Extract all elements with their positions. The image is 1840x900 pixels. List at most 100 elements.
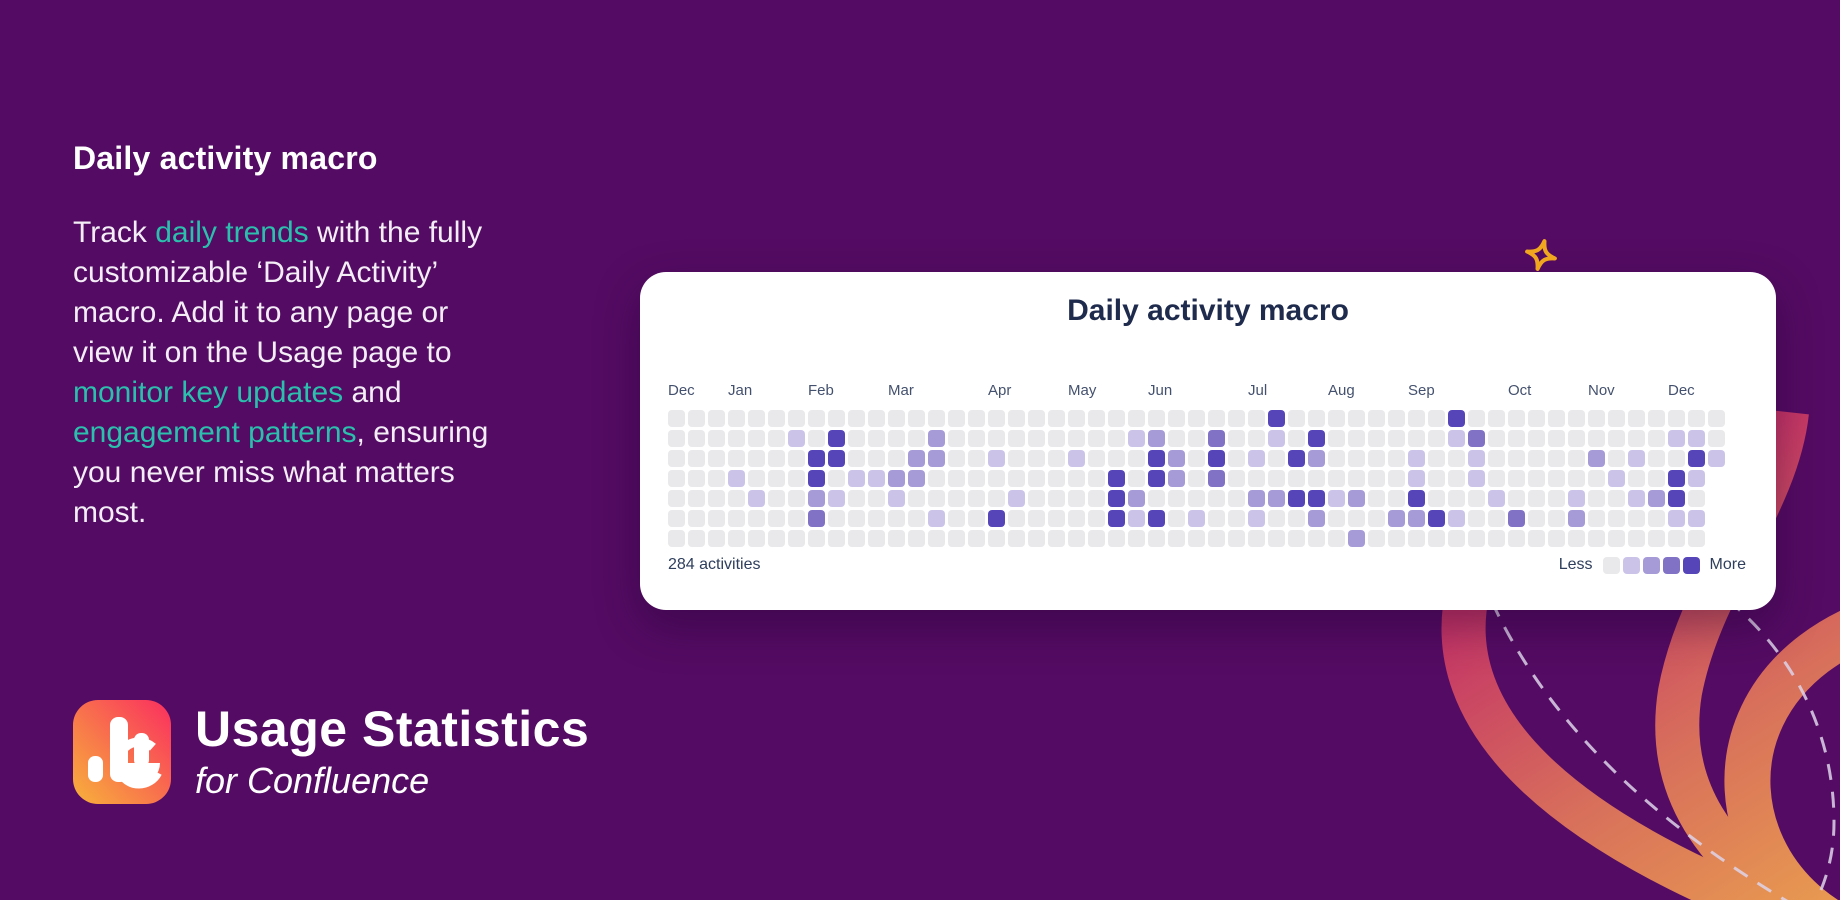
heatmap-cell xyxy=(968,410,985,427)
heatmap-cell xyxy=(1508,430,1525,447)
month-label: Nov xyxy=(1588,382,1615,399)
heatmap-cell xyxy=(1388,450,1405,467)
heatmap-cell xyxy=(848,530,865,547)
heatmap-cell xyxy=(908,410,925,427)
dashed-arc xyxy=(1727,598,1836,900)
heatmap-cell xyxy=(948,530,965,547)
heatmap-cell xyxy=(1628,530,1645,547)
heatmap-cell xyxy=(1068,430,1085,447)
heatmap-cell xyxy=(968,450,985,467)
heatmap-cell xyxy=(1328,530,1345,547)
heatmap-cell xyxy=(1368,410,1385,427)
activities-count: 284 activities xyxy=(668,556,761,573)
heatmap-cell xyxy=(1188,450,1205,467)
heatmap-cell xyxy=(1708,410,1725,427)
heatmap-cell xyxy=(828,470,845,487)
heatmap-cell xyxy=(808,450,825,467)
heatmap-cell xyxy=(1448,410,1465,427)
heatmap-cell xyxy=(1488,510,1505,527)
heatmap-cell xyxy=(1368,530,1385,547)
dashed-arc xyxy=(1490,601,1789,900)
heatmap-cell xyxy=(1068,530,1085,547)
heatmap-cell xyxy=(1308,490,1325,507)
legend-swatch xyxy=(1662,556,1680,574)
heatmap-cell xyxy=(728,410,745,427)
heatmap-cell xyxy=(1248,430,1265,447)
heatmap-cell xyxy=(1048,450,1065,467)
heatmap-cell xyxy=(1608,510,1625,527)
heatmap-cell xyxy=(688,450,705,467)
heatmap-cell xyxy=(1108,410,1125,427)
heatmap-cell xyxy=(1648,430,1665,447)
heatmap-cell xyxy=(1268,430,1285,447)
heatmap-cell xyxy=(668,410,685,427)
heatmap-cell xyxy=(1308,450,1325,467)
heatmap-cell xyxy=(1548,510,1565,527)
heatmap-cell xyxy=(928,510,945,527)
heatmap-cell xyxy=(808,430,825,447)
heatmap-cell xyxy=(1148,470,1165,487)
heatmap-cell xyxy=(1388,490,1405,507)
heatmap-cell xyxy=(1348,450,1365,467)
heatmap-cell xyxy=(1168,450,1185,467)
donut-chart-icon xyxy=(113,737,165,789)
heatmap-cell xyxy=(1448,470,1465,487)
heatmap-cell xyxy=(828,430,845,447)
heatmap-cell xyxy=(1608,490,1625,507)
heatmap-cell xyxy=(1248,490,1265,507)
heatmap-cell xyxy=(928,410,945,427)
heatmap-cell xyxy=(808,490,825,507)
heatmap-cell xyxy=(768,450,785,467)
heatmap-cell xyxy=(868,430,885,447)
heatmap-cell xyxy=(1548,430,1565,447)
heatmap-cell xyxy=(748,510,765,527)
heatmap-cell xyxy=(1688,410,1705,427)
heatmap-cell xyxy=(1128,410,1145,427)
month-label: Dec xyxy=(668,382,695,399)
heatmap-cell xyxy=(668,470,685,487)
heatmap-cell xyxy=(1228,430,1245,447)
heatmap-cell xyxy=(1088,430,1105,447)
daily-activity-macro-card: Daily activity macro Dec Jan Feb Mar Apr May J… xyxy=(640,272,1776,610)
heatmap-cell xyxy=(1288,510,1305,527)
heatmap-cell xyxy=(1328,430,1345,447)
heatmap-cell xyxy=(1348,430,1365,447)
heatmap-cell xyxy=(668,510,685,527)
heatmap-cell xyxy=(1348,490,1365,507)
heatmap-cell xyxy=(788,450,805,467)
page-title: Daily activity macro xyxy=(73,140,378,176)
heatmap-cell xyxy=(1688,450,1705,467)
heatmap-cell xyxy=(948,430,965,447)
heatmap-cell xyxy=(1288,410,1305,427)
heatmap-cell xyxy=(1508,490,1525,507)
heatmap-cell xyxy=(828,450,845,467)
heatmap-cell xyxy=(1288,530,1305,547)
heatmap-cell xyxy=(1628,430,1645,447)
heatmap-cell xyxy=(708,410,725,427)
heatmap-cell xyxy=(1648,490,1665,507)
heatmap-cell xyxy=(1108,450,1125,467)
heatmap-cell xyxy=(1088,510,1105,527)
paragraph-text: Track xyxy=(73,216,156,249)
heatmap-cell xyxy=(1008,450,1025,467)
heatmap-cell xyxy=(788,410,805,427)
heatmap-cell xyxy=(708,510,725,527)
heatmap-cell xyxy=(1128,450,1145,467)
heatmap-cell xyxy=(768,510,785,527)
heatmap-cell xyxy=(1568,510,1585,527)
month-label: Mar xyxy=(888,382,914,399)
heatmap-cell xyxy=(748,530,765,547)
heatmap-cell xyxy=(748,430,765,447)
heatmap-cell xyxy=(1388,470,1405,487)
heatmap-cell xyxy=(1188,470,1205,487)
heatmap-cell xyxy=(1508,510,1525,527)
heatmap-cell xyxy=(1688,490,1705,507)
heatmap-cell xyxy=(1568,470,1585,487)
heatmap-cell xyxy=(1208,470,1225,487)
heatmap-cell xyxy=(768,430,785,447)
heatmap-cell xyxy=(848,470,865,487)
heatmap-cell xyxy=(1588,510,1605,527)
heatmap-cell xyxy=(1108,510,1125,527)
heatmap-cell xyxy=(948,510,965,527)
heatmap-cell xyxy=(888,490,905,507)
